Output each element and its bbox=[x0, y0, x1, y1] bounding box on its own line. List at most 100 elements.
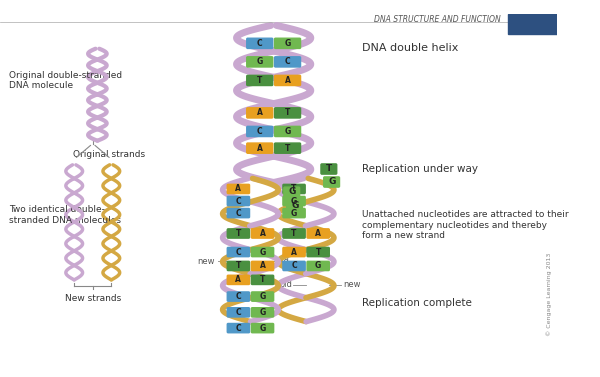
Text: T: T bbox=[292, 229, 297, 238]
FancyBboxPatch shape bbox=[247, 143, 273, 153]
Text: C: C bbox=[236, 196, 241, 205]
FancyBboxPatch shape bbox=[251, 261, 274, 271]
FancyBboxPatch shape bbox=[227, 292, 250, 301]
FancyBboxPatch shape bbox=[283, 261, 305, 271]
FancyBboxPatch shape bbox=[307, 247, 329, 257]
FancyBboxPatch shape bbox=[307, 261, 329, 271]
Text: G: G bbox=[259, 248, 266, 256]
FancyBboxPatch shape bbox=[247, 75, 273, 86]
FancyBboxPatch shape bbox=[287, 201, 302, 211]
Text: C: C bbox=[257, 127, 263, 136]
Text: T: T bbox=[316, 248, 321, 256]
Text: G: G bbox=[259, 323, 266, 333]
FancyBboxPatch shape bbox=[321, 164, 337, 174]
Text: C: C bbox=[236, 248, 241, 256]
Text: C: C bbox=[236, 323, 241, 333]
Text: old: old bbox=[277, 257, 289, 266]
Text: A: A bbox=[260, 229, 265, 238]
Text: Unattached nucleotides are attracted to their
complementary nucleotides and ther: Unattached nucleotides are attracted to … bbox=[362, 210, 568, 240]
Text: A: A bbox=[284, 76, 290, 85]
Text: Original strands: Original strands bbox=[73, 150, 146, 159]
Text: G: G bbox=[291, 208, 297, 218]
Text: C: C bbox=[236, 208, 241, 218]
Text: G: G bbox=[284, 127, 290, 136]
FancyBboxPatch shape bbox=[227, 208, 250, 218]
FancyBboxPatch shape bbox=[247, 126, 273, 136]
Text: New strands: New strands bbox=[65, 294, 121, 303]
FancyBboxPatch shape bbox=[275, 143, 301, 153]
FancyBboxPatch shape bbox=[307, 229, 329, 238]
Text: T: T bbox=[236, 262, 241, 270]
Text: G: G bbox=[259, 308, 266, 317]
Text: T: T bbox=[285, 109, 290, 117]
Text: C: C bbox=[291, 262, 297, 270]
FancyBboxPatch shape bbox=[283, 208, 305, 218]
Text: new: new bbox=[343, 280, 361, 289]
Text: C: C bbox=[285, 57, 290, 66]
Text: Original double-stranded
DNA molecule: Original double-stranded DNA molecule bbox=[9, 71, 122, 90]
Text: © Cengage Learning 2013: © Cengage Learning 2013 bbox=[546, 252, 552, 336]
FancyBboxPatch shape bbox=[227, 308, 250, 317]
FancyBboxPatch shape bbox=[251, 247, 274, 257]
FancyBboxPatch shape bbox=[251, 229, 274, 238]
Text: A: A bbox=[257, 109, 263, 117]
Text: Two identical double-
stranded DNA molecules: Two identical double- stranded DNA molec… bbox=[9, 205, 121, 225]
Text: G: G bbox=[291, 201, 299, 210]
FancyBboxPatch shape bbox=[251, 308, 274, 317]
FancyBboxPatch shape bbox=[251, 275, 274, 285]
Text: G: G bbox=[289, 187, 296, 196]
Text: T: T bbox=[236, 229, 241, 238]
Bar bbox=[508, 14, 557, 34]
FancyBboxPatch shape bbox=[275, 75, 301, 86]
Text: DNA double helix: DNA double helix bbox=[362, 43, 458, 53]
Text: A: A bbox=[260, 262, 265, 270]
FancyBboxPatch shape bbox=[251, 323, 274, 333]
FancyBboxPatch shape bbox=[284, 187, 299, 197]
Text: T: T bbox=[260, 275, 265, 284]
FancyBboxPatch shape bbox=[227, 247, 250, 257]
FancyBboxPatch shape bbox=[227, 229, 250, 238]
FancyBboxPatch shape bbox=[283, 196, 305, 206]
FancyBboxPatch shape bbox=[247, 57, 273, 67]
FancyBboxPatch shape bbox=[283, 184, 305, 194]
Text: G: G bbox=[284, 39, 290, 48]
Text: DNA STRUCTURE AND FUNCTION: DNA STRUCTURE AND FUNCTION bbox=[374, 15, 501, 24]
FancyBboxPatch shape bbox=[275, 57, 301, 67]
Text: C: C bbox=[257, 39, 263, 48]
Text: G: G bbox=[315, 262, 322, 270]
FancyBboxPatch shape bbox=[227, 323, 250, 333]
FancyBboxPatch shape bbox=[247, 108, 273, 118]
Text: A: A bbox=[257, 144, 263, 153]
Text: A: A bbox=[315, 229, 321, 238]
FancyBboxPatch shape bbox=[275, 38, 301, 48]
FancyBboxPatch shape bbox=[227, 196, 250, 206]
FancyBboxPatch shape bbox=[275, 108, 301, 118]
Text: Replication complete: Replication complete bbox=[362, 298, 472, 308]
Text: A: A bbox=[235, 275, 241, 284]
Text: T: T bbox=[326, 164, 332, 173]
FancyBboxPatch shape bbox=[227, 184, 250, 194]
FancyBboxPatch shape bbox=[251, 292, 274, 301]
Text: G: G bbox=[328, 177, 336, 186]
FancyBboxPatch shape bbox=[227, 261, 250, 271]
Text: T: T bbox=[285, 144, 290, 153]
FancyBboxPatch shape bbox=[283, 247, 305, 257]
Text: 41: 41 bbox=[522, 20, 543, 35]
Text: Replication under way: Replication under way bbox=[362, 164, 478, 173]
Text: T: T bbox=[292, 184, 297, 193]
Text: A: A bbox=[291, 248, 297, 256]
Text: new: new bbox=[198, 257, 215, 266]
Text: G: G bbox=[291, 196, 297, 205]
FancyBboxPatch shape bbox=[247, 38, 273, 48]
FancyBboxPatch shape bbox=[227, 275, 250, 285]
Text: C: C bbox=[236, 292, 241, 301]
Text: T: T bbox=[257, 76, 262, 85]
Text: C: C bbox=[236, 308, 241, 317]
FancyBboxPatch shape bbox=[275, 126, 301, 136]
Text: G: G bbox=[257, 57, 263, 66]
FancyBboxPatch shape bbox=[283, 229, 305, 238]
FancyBboxPatch shape bbox=[324, 177, 340, 187]
Text: old: old bbox=[280, 280, 292, 289]
Text: A: A bbox=[235, 184, 241, 193]
Text: G: G bbox=[259, 292, 266, 301]
